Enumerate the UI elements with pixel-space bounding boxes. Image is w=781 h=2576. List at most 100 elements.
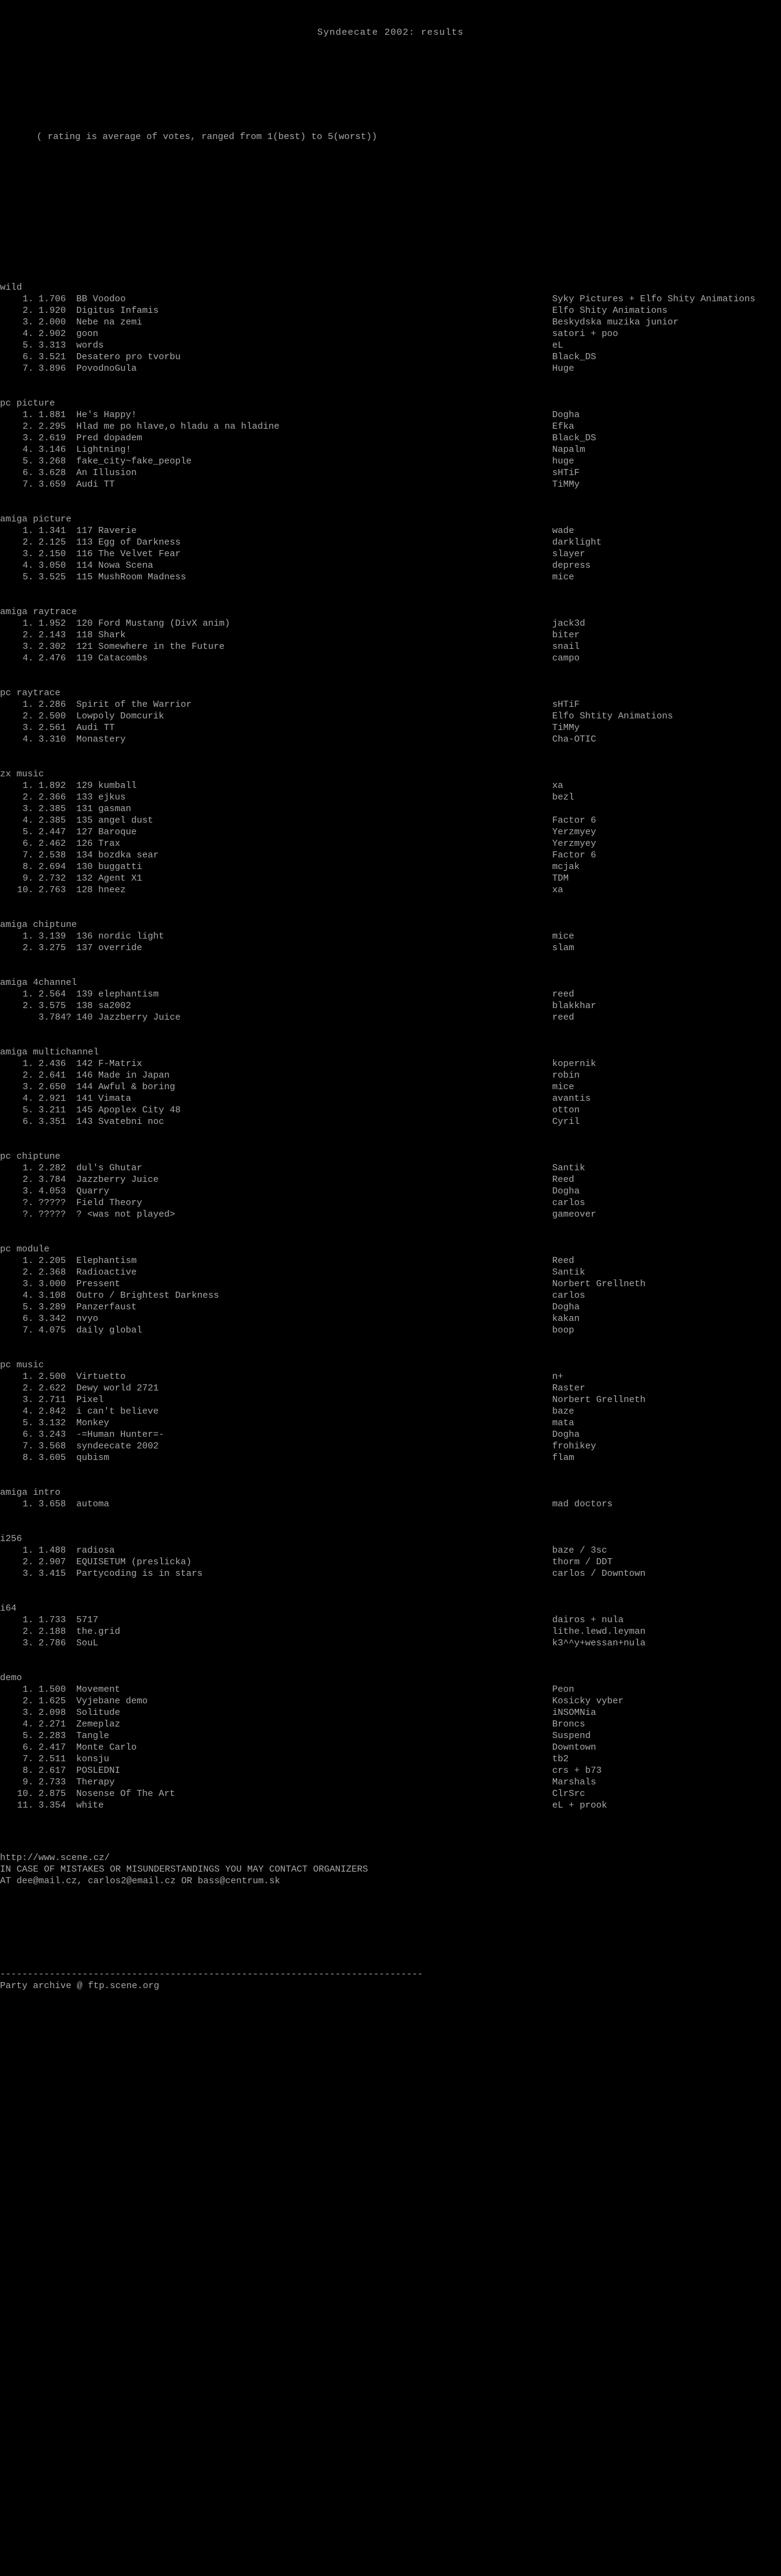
table-row[interactable]: 2. 1.920 Digitus Infamis Elfo Shity Animati…: [0, 305, 781, 317]
entry-name-cell[interactable]: 114 Nowa Scena: [76, 560, 552, 571]
table-row[interactable]: 2. 2.622 Dewy world 2721 Raster: [0, 1383, 781, 1394]
table-row[interactable]: 6. 3.243 -=Human Hunter=- Dogha: [0, 1429, 781, 1440]
table-row[interactable]: 2. 2.143 118 Shark biter: [0, 629, 781, 641]
table-row[interactable]: 1. 2.205 Elephantism Reed: [0, 1255, 781, 1267]
entry-name-cell[interactable]: 131 gasman: [76, 803, 552, 815]
entry-name-cell[interactable]: 135 angel dust: [76, 815, 552, 826]
entry-name-cell[interactable]: 145 Apoplex City 48: [76, 1104, 552, 1116]
entry-name-cell[interactable]: 130 buggatti: [76, 861, 552, 873]
table-row[interactable]: 5. 2.283 Tangle Suspend: [0, 1730, 781, 1742]
table-row[interactable]: 7. 4.075 daily global boop: [0, 1325, 781, 1336]
entry-name-cell[interactable]: He's Happy!: [76, 409, 552, 421]
table-row[interactable]: 1. 2.286 Spirit of the Warrior sHTiF: [0, 699, 781, 710]
table-row[interactable]: 9. 2.732 132 Agent X1 TDM: [0, 873, 781, 884]
table-row[interactable]: 5. 3.289 Panzerfaust Dogha: [0, 1301, 781, 1313]
entry-name-cell[interactable]: Outro / Brightest Darkness: [76, 1290, 552, 1301]
entry-name-cell[interactable]: Pressent: [76, 1278, 552, 1290]
table-row[interactable]: 1. 1.881 He's Happy! Dogha: [0, 409, 781, 421]
table-row[interactable]: 2. 2.295 Hlad me po hlave,o hladu a na hla…: [0, 421, 781, 432]
table-row[interactable]: 2. 2.366 133 ejkus bezl: [0, 792, 781, 803]
entry-name-cell[interactable]: Vyjebane demo: [76, 1695, 552, 1707]
table-row[interactable]: 5. 3.268 fake_city~fake_people huge: [0, 456, 781, 467]
entry-name-cell[interactable]: 142 F-Matrix: [76, 1058, 552, 1070]
table-row[interactable]: 6. 3.628 An Illusion sHTiF: [0, 467, 781, 479]
entry-name-cell[interactable]: Nosense Of The Art: [76, 1788, 552, 1800]
table-row[interactable]: 3. 2.650 144 Awful & boring mice: [0, 1081, 781, 1093]
table-row[interactable]: 7. 3.659 Audi TT TiMMy: [0, 479, 781, 490]
entry-name-cell[interactable]: 134 bozdka sear: [76, 850, 552, 861]
table-row[interactable]: 7. 3.568 syndeecate 2002 frohikey: [0, 1440, 781, 1452]
entry-name-cell[interactable]: words: [76, 340, 552, 351]
entry-name-cell[interactable]: Panzerfaust: [76, 1301, 552, 1313]
entry-name-cell[interactable]: 133 ejkus: [76, 792, 552, 803]
entry-name-cell[interactable]: 126 Trax: [76, 838, 552, 850]
entry-name-cell[interactable]: 138 sa2002: [76, 1000, 552, 1012]
entry-name-cell[interactable]: qubism: [76, 1452, 552, 1464]
table-row[interactable]: 5. 2.447 127 Baroque Yerzmyey: [0, 826, 781, 838]
table-row[interactable]: 3.784? 140 Jazzberry Juice reed: [0, 1012, 781, 1023]
table-row[interactable]: 2. 2.125 113 Egg of Darkness darklight: [0, 537, 781, 548]
entry-name-cell[interactable]: POSLEDNI: [76, 1765, 552, 1776]
entry-name-cell[interactable]: Partycoding is in stars: [76, 1568, 552, 1580]
table-row[interactable]: 4. 2.902 goon satori + poo: [0, 328, 781, 340]
table-row[interactable]: 7. 2.538 134 bozdka sear Factor 6: [0, 850, 781, 861]
table-row[interactable]: 8. 2.617 POSLEDNI crs + b73: [0, 1765, 781, 1776]
table-row[interactable]: 1. 3.139 136 nordic light mice: [0, 931, 781, 942]
entry-name-cell[interactable]: 119 Catacombs: [76, 653, 552, 664]
entry-name-cell[interactable]: Zemeplaz: [76, 1719, 552, 1730]
table-row[interactable]: 5. 3.132 Monkey mata: [0, 1417, 781, 1429]
table-row[interactable]: 4. 2.385 135 angel dust Factor 6: [0, 815, 781, 826]
table-row[interactable]: 1. 1.706 BB Voodoo Syky Pictures + Elfo Shi…: [0, 293, 781, 305]
table-row[interactable]: 5. 3.211 145 Apoplex City 48 otton: [0, 1104, 781, 1116]
table-row[interactable]: 2. 2.500 Lowpoly Domcurik Elfo Shtity Anima…: [0, 710, 781, 722]
entry-name-cell[interactable]: Monastery: [76, 734, 552, 745]
entry-name-cell[interactable]: Therapy: [76, 1776, 552, 1788]
footer-url[interactable]: http://www.scene.cz/: [0, 1852, 781, 1864]
table-row[interactable]: 2. 3.784 Jazzberry Juice Reed: [0, 1174, 781, 1186]
entry-name-cell[interactable]: Desatero pro tvorbu: [76, 351, 552, 363]
table-row[interactable]: 2. 2.188 the.grid lithe.lewd.leyman: [0, 1626, 781, 1637]
entry-name-cell[interactable]: 128 hneez: [76, 884, 552, 896]
entry-name-cell[interactable]: 120 Ford Mustang (DivX anim): [76, 618, 552, 629]
table-row[interactable]: 1. 1.733 5717 dairos + nula: [0, 1614, 781, 1626]
table-row[interactable]: 3. 2.000 Nebe na zemi Beskydska muzika juni…: [0, 317, 781, 328]
entry-name-cell[interactable]: SouL: [76, 1637, 552, 1649]
table-row[interactable]: 1. 1.341 117 Raverie wade: [0, 525, 781, 537]
table-row[interactable]: 3. 2.711 Pixel Norbert Grellneth: [0, 1394, 781, 1406]
table-row[interactable]: 2. 2.368 Radioactive Santik: [0, 1267, 781, 1278]
entry-name-cell[interactable]: 139 elephantism: [76, 989, 552, 1000]
entry-name-cell[interactable]: 121 Somewhere in the Future: [76, 641, 552, 653]
entry-name-cell[interactable]: Monte Carlo: [76, 1742, 552, 1753]
entry-name-cell[interactable]: Monkey: [76, 1417, 552, 1429]
table-row[interactable]: 4. 2.842 i can't believe baze: [0, 1406, 781, 1417]
entry-name-cell[interactable]: 141 Vimata: [76, 1093, 552, 1104]
table-row[interactable]: 1. 2.436 142 F-Matrix kopernik: [0, 1058, 781, 1070]
table-row[interactable]: 8. 3.605 qubism flam: [0, 1452, 781, 1464]
table-row[interactable]: 3. 3.415 Partycoding is in stars carlos / D…: [0, 1568, 781, 1580]
entry-name-cell[interactable]: Audi TT: [76, 722, 552, 734]
entry-name-cell[interactable]: white: [76, 1800, 552, 1811]
table-row[interactable]: 7. 3.896 PovodnoGula Huge: [0, 363, 781, 374]
table-row[interactable]: 3. 2.786 SouL k3^^y+wessan+nula: [0, 1637, 781, 1649]
entry-name-cell[interactable]: Jazzberry Juice: [76, 1174, 552, 1186]
table-row[interactable]: 1. 3.658 automa mad doctors: [0, 1498, 781, 1510]
table-row[interactable]: 1. 1.500 Movement Peon: [0, 1684, 781, 1695]
table-row[interactable]: 4. 2.271 Zemeplaz Broncs: [0, 1719, 781, 1730]
table-row[interactable]: 2. 3.575 138 sa2002 blakkhar: [0, 1000, 781, 1012]
entry-name-cell[interactable]: Radioactive: [76, 1267, 552, 1278]
table-row[interactable]: 4. 3.050 114 Nowa Scena depress: [0, 560, 781, 571]
table-row[interactable]: 3. 2.302 121 Somewhere in the Future snail: [0, 641, 781, 653]
table-row[interactable]: 6. 3.351 143 Svatebni noc Cyril: [0, 1116, 781, 1128]
entry-name-cell[interactable]: EQUISETUM (preslicka): [76, 1556, 552, 1568]
entry-name-cell[interactable]: PovodnoGula: [76, 363, 552, 374]
table-row[interactable]: 5. 3.313 words eL: [0, 340, 781, 351]
entry-name-cell[interactable]: Nebe na zemi: [76, 317, 552, 328]
entry-name-cell[interactable]: fake_city~fake_people: [76, 456, 552, 467]
entry-name-cell[interactable]: goon: [76, 328, 552, 340]
table-row[interactable]: 4. 3.310 Monastery Cha-OTIC: [0, 734, 781, 745]
entry-name-cell[interactable]: 144 Awful & boring: [76, 1081, 552, 1093]
entry-name-cell[interactable]: Digitus Infamis: [76, 305, 552, 317]
table-row[interactable]: 2. 2.907 EQUISETUM (preslicka) thorm / DDT: [0, 1556, 781, 1568]
entry-name-cell[interactable]: ? <was not played>: [76, 1209, 552, 1220]
table-row[interactable]: ?.????? Field Theory carlos: [0, 1197, 781, 1209]
